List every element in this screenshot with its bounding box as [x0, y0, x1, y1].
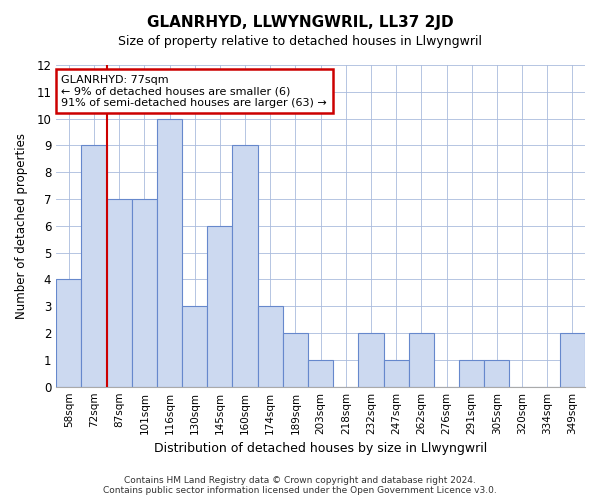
- Bar: [283, 333, 308, 386]
- Bar: [182, 306, 207, 386]
- Text: GLANRHYD, LLWYNGWRIL, LL37 2JD: GLANRHYD, LLWYNGWRIL, LL37 2JD: [146, 15, 454, 30]
- Bar: [132, 199, 157, 386]
- Bar: [56, 280, 82, 386]
- Bar: [383, 360, 409, 386]
- Y-axis label: Number of detached properties: Number of detached properties: [15, 133, 28, 319]
- X-axis label: Distribution of detached houses by size in Llwyngwril: Distribution of detached houses by size …: [154, 442, 487, 455]
- Bar: [157, 118, 182, 386]
- Bar: [232, 146, 257, 386]
- Bar: [409, 333, 434, 386]
- Bar: [107, 199, 132, 386]
- Bar: [257, 306, 283, 386]
- Text: Contains HM Land Registry data © Crown copyright and database right 2024.
Contai: Contains HM Land Registry data © Crown c…: [103, 476, 497, 495]
- Bar: [358, 333, 383, 386]
- Bar: [459, 360, 484, 386]
- Bar: [82, 146, 107, 386]
- Text: Size of property relative to detached houses in Llwyngwril: Size of property relative to detached ho…: [118, 35, 482, 48]
- Bar: [484, 360, 509, 386]
- Bar: [207, 226, 232, 386]
- Text: GLANRHYD: 77sqm
← 9% of detached houses are smaller (6)
91% of semi-detached hou: GLANRHYD: 77sqm ← 9% of detached houses …: [61, 74, 327, 108]
- Bar: [308, 360, 333, 386]
- Bar: [560, 333, 585, 386]
